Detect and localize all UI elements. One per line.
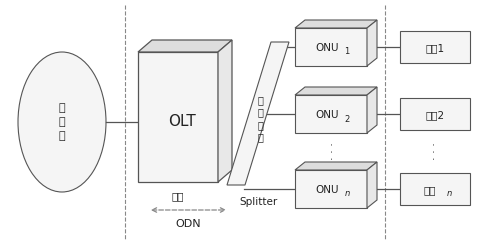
Polygon shape — [367, 20, 377, 66]
Text: 局端: 局端 — [172, 191, 184, 201]
Polygon shape — [218, 40, 232, 182]
Polygon shape — [367, 87, 377, 133]
Polygon shape — [400, 173, 470, 205]
Polygon shape — [295, 162, 377, 170]
Polygon shape — [295, 87, 377, 95]
Text: 2: 2 — [344, 114, 350, 123]
Polygon shape — [400, 98, 470, 130]
Polygon shape — [138, 52, 218, 182]
Text: Splitter: Splitter — [239, 197, 277, 207]
Polygon shape — [400, 31, 470, 63]
Text: 用户2: 用户2 — [426, 110, 444, 120]
Ellipse shape — [18, 52, 106, 192]
Text: 用户: 用户 — [424, 185, 436, 195]
Polygon shape — [295, 20, 377, 28]
Text: ONU: ONU — [315, 110, 339, 120]
Polygon shape — [295, 95, 367, 133]
Text: 光
分
路
器: 光 分 路 器 — [257, 95, 263, 142]
Text: ODN: ODN — [176, 219, 201, 229]
Text: 用户1: 用户1 — [426, 43, 444, 53]
Text: · · ·: · · · — [328, 142, 338, 161]
Polygon shape — [295, 28, 367, 66]
Polygon shape — [367, 162, 377, 208]
Polygon shape — [138, 40, 232, 52]
Text: ONU: ONU — [315, 185, 339, 195]
Text: · · ·: · · · — [430, 142, 440, 161]
Polygon shape — [227, 42, 289, 185]
Polygon shape — [295, 170, 367, 208]
Text: 核
心
网: 核 心 网 — [59, 103, 65, 141]
Text: ONU: ONU — [315, 43, 339, 53]
Text: n: n — [446, 189, 452, 197]
Text: n: n — [344, 190, 350, 199]
Text: 1: 1 — [344, 48, 350, 57]
Text: OLT: OLT — [168, 114, 196, 130]
